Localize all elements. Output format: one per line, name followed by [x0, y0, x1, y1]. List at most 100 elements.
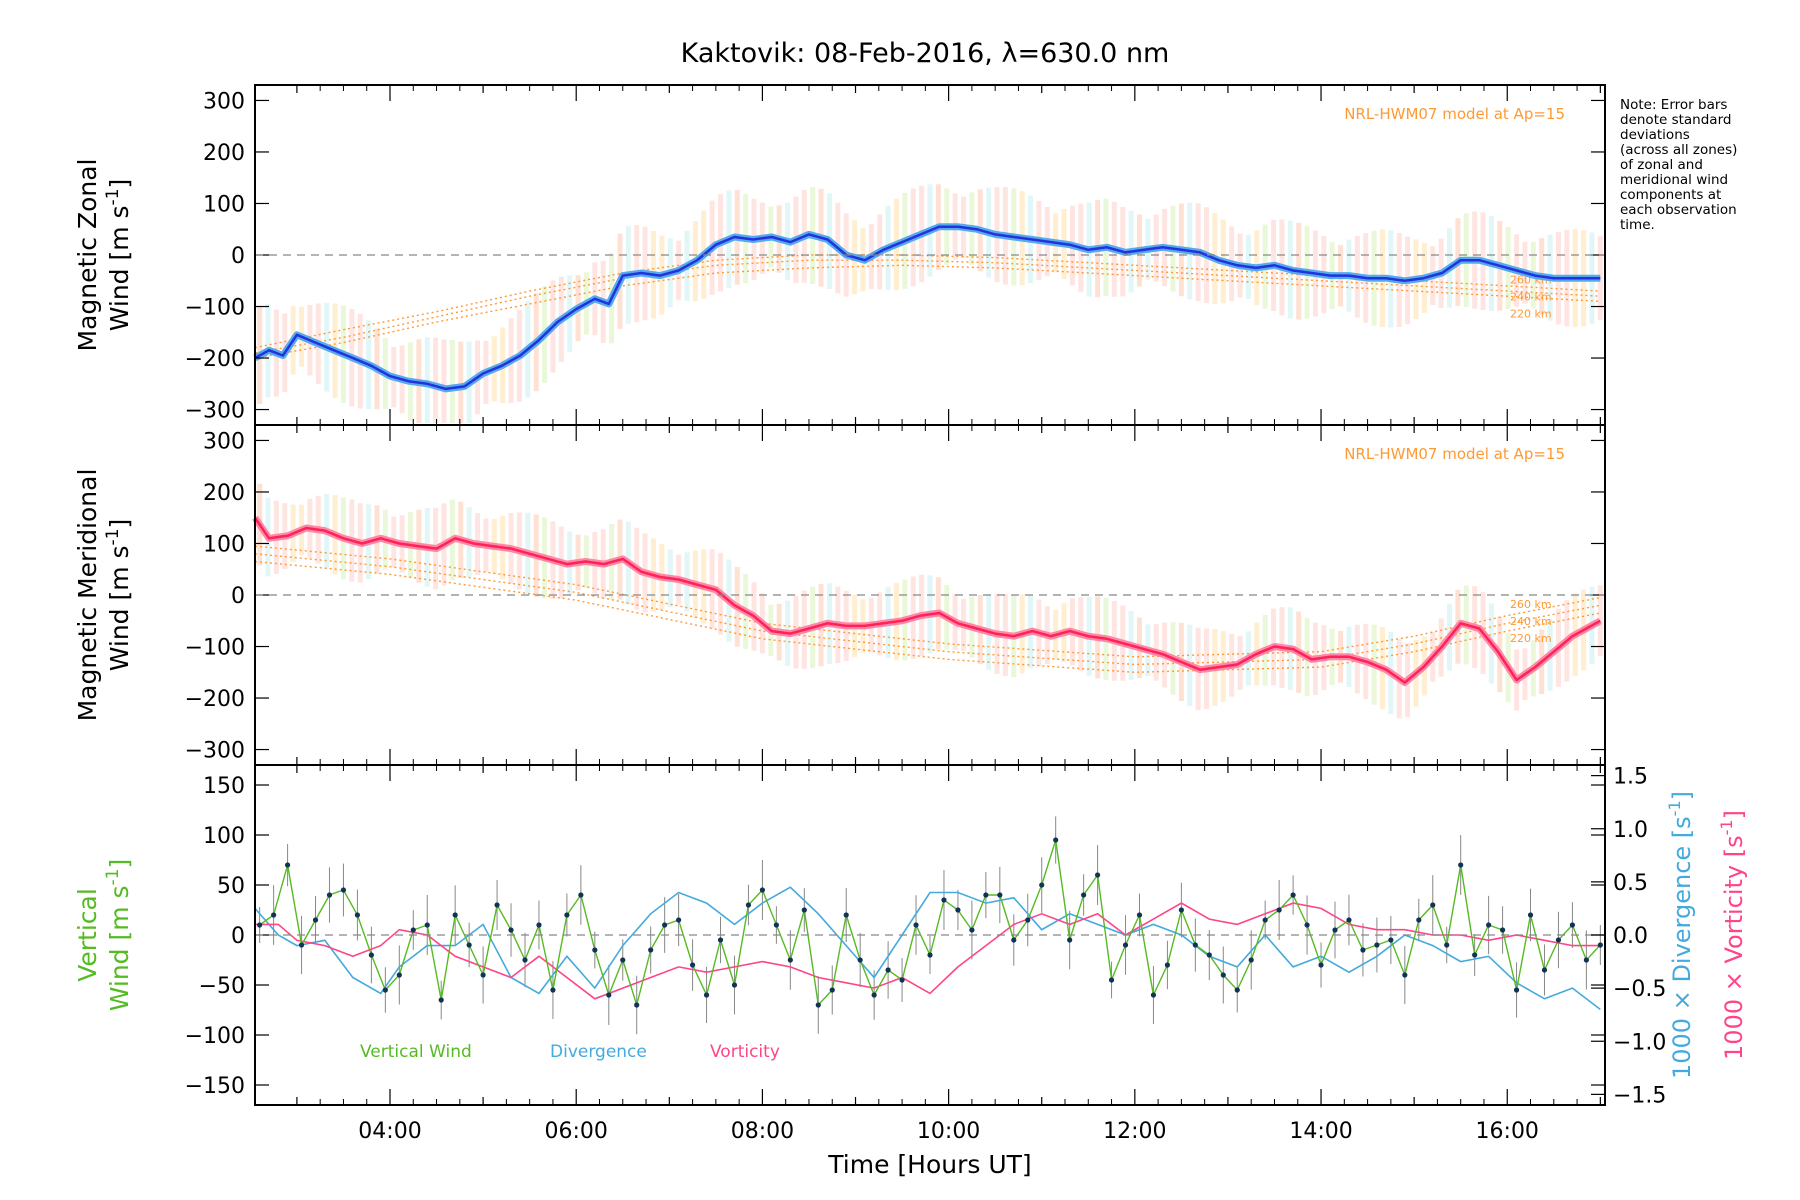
vertical-wind-point [354, 912, 361, 918]
vertical-wind-point [1402, 972, 1408, 978]
zone-spread-band [433, 337, 439, 423]
vertical-wind-point [1360, 947, 1366, 953]
vertical-wind-point [1583, 957, 1589, 963]
model-alt-label: 240 km [1510, 615, 1552, 628]
vertical-wind-point [257, 922, 263, 928]
model-curve-meridional [254, 560, 1601, 674]
vertical-wind-point [843, 912, 849, 918]
vertical-wind-point [997, 892, 1003, 898]
vertical-y-axis-label-line2: Wind [m s [105, 885, 134, 1011]
y-tick-label: 0 [231, 924, 245, 949]
vertical-wind-point [424, 922, 430, 928]
y-tick-label: −200 [185, 687, 245, 712]
vertical-wind-point [1318, 962, 1324, 968]
vertical-wind-point [536, 922, 542, 928]
vertical-wind-point [564, 912, 570, 918]
vertical-wind-point [1053, 837, 1059, 843]
y-tick-label: 200 [203, 481, 245, 506]
zone-spread-band [449, 340, 455, 423]
vertical-wind-point [676, 917, 682, 923]
vertical-wind-point [648, 947, 654, 953]
y-tick-label: −100 [185, 296, 245, 321]
zone-spread-band [1597, 236, 1603, 321]
y-tick-label: 100 [203, 532, 245, 557]
vertical-wind-point [1150, 992, 1157, 998]
vertical-y-axis-label-close: ] [105, 859, 134, 869]
vertical-wind-point [1067, 937, 1073, 943]
y2-tick-label: 0.0 [1613, 924, 1648, 949]
zonal-mean-line [254, 225, 1601, 391]
vertical-wind-point [522, 957, 528, 963]
x-tick-label: 14:00 [1289, 1119, 1352, 1144]
vertical-y-axis-label: Vertical Wind [m s-1] [73, 859, 134, 1012]
zonal-y-axis-label-sup: -1 [103, 188, 123, 205]
vertical-wind-point [1430, 902, 1436, 908]
vertical-wind-point [745, 902, 752, 908]
y-tick-label: −300 [185, 399, 245, 424]
model-alt-label: 220 km [1510, 307, 1552, 320]
vorticity-line [255, 902, 1601, 1000]
vertical-wind-point [1569, 922, 1576, 928]
vertical-panel: 150 100 50 0 −50 −100 −150 1.5 1.0 0.5 0.0 −0.5 −1.0… [73, 765, 1748, 1179]
vertical-wind-point [829, 987, 835, 993]
legend-item: Vorticity [710, 1042, 780, 1062]
vertical-wind-point [1499, 927, 1506, 933]
vertical-wind-point [1527, 912, 1534, 918]
zone-spread-band [424, 337, 430, 423]
y-tick-label: −100 [185, 1024, 245, 1049]
meridional-y-axis-label-line1: Magnetic Meridional [73, 469, 102, 722]
model-alt-label: 220 km [1510, 632, 1552, 645]
vertical-wind-point [1513, 987, 1520, 993]
vertical-wind-point [271, 912, 277, 918]
zonal-y-axis-label-line1: Magnetic Zonal [73, 159, 102, 352]
x-axis-label: Time [Hours UT] [827, 1150, 1031, 1179]
vertical-wind-point [1039, 882, 1045, 888]
vertical-wind-point [773, 922, 779, 928]
error-bar-note: Note: Error bars denote standard deviati… [1620, 97, 1738, 233]
vertical-wind-point [284, 862, 291, 868]
x-tick-label: 10:00 [917, 1119, 980, 1144]
vertical-wind-point [801, 907, 807, 913]
vertical-wind-line [259, 839, 1601, 1008]
zone-spread-band [1597, 585, 1603, 657]
vertical-wind-point [857, 957, 863, 963]
vertical-wind-point [312, 917, 319, 923]
y2-tick-label: 0.5 [1613, 871, 1648, 896]
vertical-wind-point [1276, 907, 1282, 913]
vertical-wind-point [1332, 927, 1338, 933]
vertical-wind-point [438, 997, 444, 1003]
zonal-y-axis-label-close: ] [105, 179, 134, 189]
vertical-wind-point [717, 937, 724, 943]
vertical-wind-point [592, 947, 598, 953]
meridional-y-axis-label-sup: -1 [103, 528, 123, 545]
vertical-wind-point [1094, 872, 1101, 878]
panel-frame [254, 764, 1606, 1106]
vertical-wind-point [1541, 967, 1548, 973]
x-tick-label: 16:00 [1476, 1119, 1539, 1144]
y2-tick-label: −1.0 [1613, 1030, 1666, 1055]
vertical-wind-point [1025, 917, 1031, 923]
meridional-y-axis-label-close: ] [105, 519, 134, 529]
vertical-wind-point [1108, 977, 1115, 983]
vertical-wind-point [927, 952, 933, 958]
vertical-wind-point [326, 892, 333, 898]
vertical-wind-point [941, 897, 947, 903]
model-label: NRL-HWM07 model at Ap=15 [1344, 105, 1565, 123]
vertical-wind-point [1290, 892, 1296, 898]
vertical-wind-point [606, 992, 612, 998]
vertical-wind-point [1346, 917, 1352, 923]
vertical-wind-point [634, 1002, 640, 1008]
vertical-wind-point [396, 972, 402, 978]
vertical-wind-point [1220, 972, 1226, 978]
vertical-wind-point [368, 952, 374, 958]
vertical-wind-point [1597, 942, 1603, 948]
y-tick-label: 0 [231, 244, 245, 269]
chart-title: Kaktovik: 08-Feb-2016, λ=630.0 nm [681, 38, 1170, 69]
vertical-wind-point [731, 982, 738, 988]
zonal-y-axis-label: Magnetic Zonal Wind [m s-1] [73, 159, 134, 352]
y-tick-label: −200 [185, 347, 245, 372]
y-tick-label: −100 [185, 636, 245, 661]
vertical-wind-point [815, 1002, 821, 1008]
y-tick-label: −300 [185, 739, 245, 764]
vertical-wind-point [899, 977, 905, 983]
